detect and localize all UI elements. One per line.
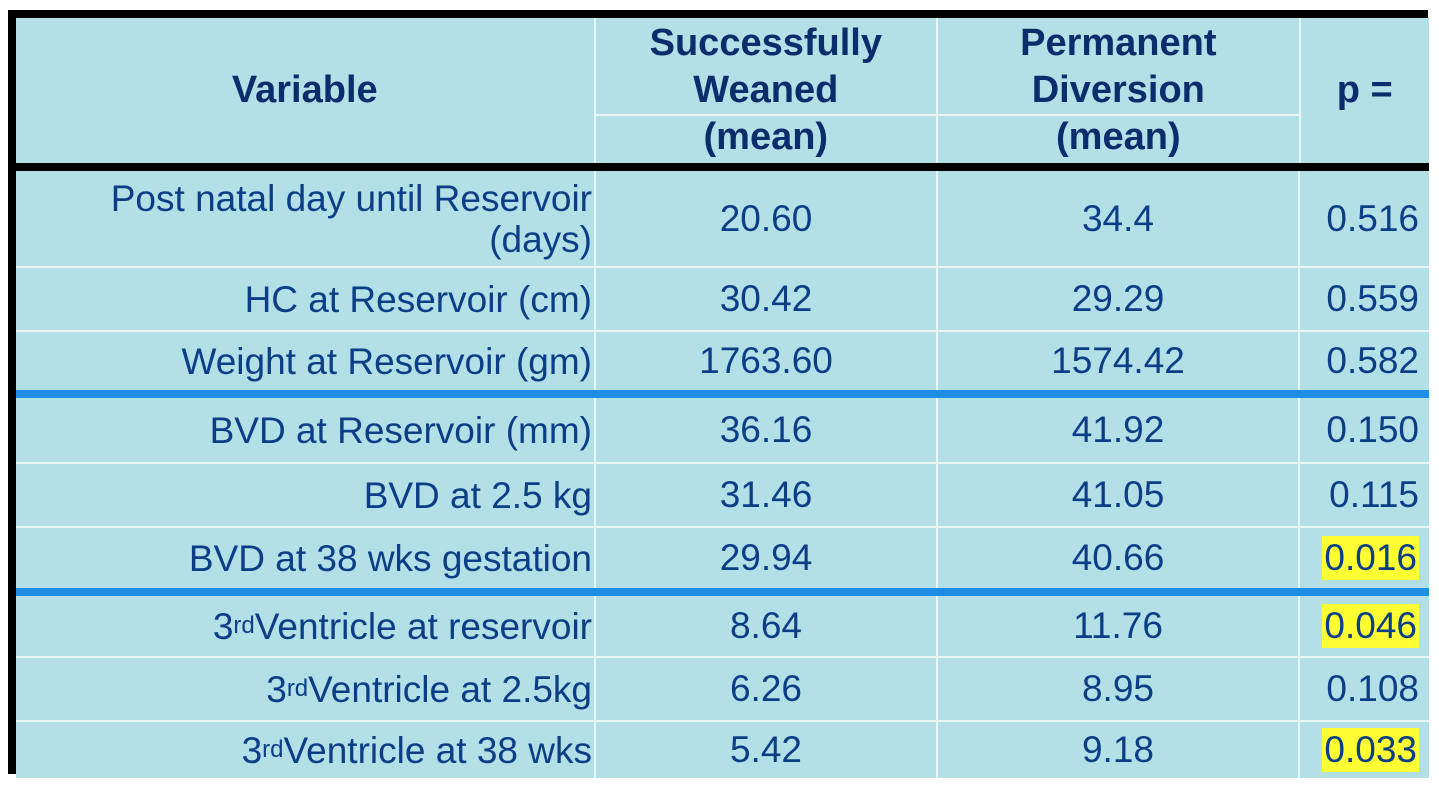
header-diversion-line2: Diversion <box>1031 69 1205 111</box>
p-value: 0.016 <box>1300 528 1429 588</box>
diversion-value: 1574.42 <box>938 332 1300 390</box>
diversion-value: 11.76 <box>938 596 1300 656</box>
diversion-value: 29.29 <box>938 268 1300 330</box>
p-value-text: 0.516 <box>1326 197 1419 239</box>
header-row: Variable Successfully Weaned (mean) Perm… <box>16 18 1429 163</box>
p-value-highlighted: 0.033 <box>1322 728 1419 772</box>
diversion-value: 9.18 <box>938 722 1300 778</box>
table-row: Post natal day until Reservoir (days) 20… <box>16 171 1429 268</box>
diversion-value: 34.4 <box>938 171 1300 266</box>
header-weaned-line2: Weaned <box>693 69 839 111</box>
diversion-value: 8.95 <box>938 658 1300 720</box>
row-label-text: Ventricle at 2.5kg <box>308 668 592 710</box>
p-value: 0.150 <box>1300 398 1429 462</box>
header-divider <box>938 114 1299 116</box>
p-value: 0.033 <box>1300 722 1429 778</box>
header-divider <box>595 114 937 116</box>
header-variable: Variable <box>16 18 596 163</box>
weaned-value: 8.64 <box>596 596 938 656</box>
p-value: 0.108 <box>1300 658 1429 720</box>
p-value: 0.516 <box>1300 171 1429 266</box>
table-row: BVD at Reservoir (mm) 36.16 41.92 0.150 <box>16 398 1429 464</box>
weaned-value: 20.60 <box>596 171 938 266</box>
row-label: BVD at 38 wks gestation <box>16 528 596 588</box>
p-value-highlighted: 0.016 <box>1322 536 1419 580</box>
group-separator <box>16 390 1429 398</box>
row-label: BVD at 2.5 kg <box>16 464 596 526</box>
p-value-highlighted: 0.046 <box>1322 604 1419 648</box>
header-p-text: p = <box>1336 69 1393 111</box>
weaned-value: 5.42 <box>596 722 938 778</box>
diversion-value: 41.92 <box>938 398 1300 462</box>
header-variable-text: Variable <box>231 69 378 111</box>
p-value: 0.115 <box>1300 464 1429 526</box>
p-value-text: 0.108 <box>1326 668 1419 709</box>
weaned-value: 36.16 <box>596 398 938 462</box>
weaned-value: 30.42 <box>596 268 938 330</box>
row-label-ordinal: 3 <box>266 668 287 710</box>
p-value-text: 0.559 <box>1326 278 1419 319</box>
group-separator <box>16 588 1429 596</box>
header-p: p = <box>1301 18 1429 163</box>
p-value: 0.559 <box>1300 268 1429 330</box>
row-label: Post natal day until Reservoir (days) <box>16 171 596 266</box>
header-diversion-line3: (mean) <box>1056 116 1181 158</box>
row-label-ordinal: 3 <box>212 605 234 647</box>
weaned-value: 29.94 <box>596 528 938 588</box>
header-separator <box>16 163 1429 171</box>
diversion-value: 40.66 <box>938 528 1300 588</box>
weaned-value: 6.26 <box>596 658 938 720</box>
row-label-ordinal: 3 <box>241 729 263 771</box>
row-label: HC at Reservoir (cm) <box>16 268 596 330</box>
row-label-line2: (days) <box>489 218 592 260</box>
p-value: 0.582 <box>1300 332 1429 390</box>
p-value-text: 0.115 <box>1329 474 1419 515</box>
table-row: BVD at 38 wks gestation 29.94 40.66 0.01… <box>16 528 1429 588</box>
row-label-text: Ventricle at 38 wks <box>283 729 592 771</box>
row-label-text: Ventricle at reservoir <box>254 605 592 647</box>
header-diversion: Permanent Diversion (mean) <box>938 18 1301 163</box>
data-table: Variable Successfully Weaned (mean) Perm… <box>16 18 1429 778</box>
table-frame: Variable Successfully Weaned (mean) Perm… <box>8 10 1429 778</box>
header-weaned: Successfully Weaned (mean) <box>595 18 939 163</box>
weaned-value: 31.46 <box>596 464 938 526</box>
p-value: 0.046 <box>1300 596 1429 656</box>
header-weaned-line3: (mean) <box>703 116 829 158</box>
diversion-value: 41.05 <box>938 464 1300 526</box>
weaned-value: 1763.60 <box>596 332 938 390</box>
row-label: Weight at Reservoir (gm) <box>16 332 596 390</box>
table-row: BVD at 2.5 kg 31.46 41.05 0.115 <box>16 464 1429 528</box>
p-value-text: 0.582 <box>1326 340 1419 381</box>
row-label-line1: Post natal day until Reservoir <box>110 177 592 219</box>
header-diversion-line1: Permanent <box>1020 22 1217 64</box>
table-row: HC at Reservoir (cm) 30.42 29.29 0.559 <box>16 268 1429 332</box>
row-label: BVD at Reservoir (mm) <box>16 398 596 462</box>
p-value-text: 0.150 <box>1326 409 1419 450</box>
table-row: Weight at Reservoir (gm) 1763.60 1574.42… <box>16 332 1429 390</box>
header-weaned-line1: Successfully <box>649 22 882 64</box>
